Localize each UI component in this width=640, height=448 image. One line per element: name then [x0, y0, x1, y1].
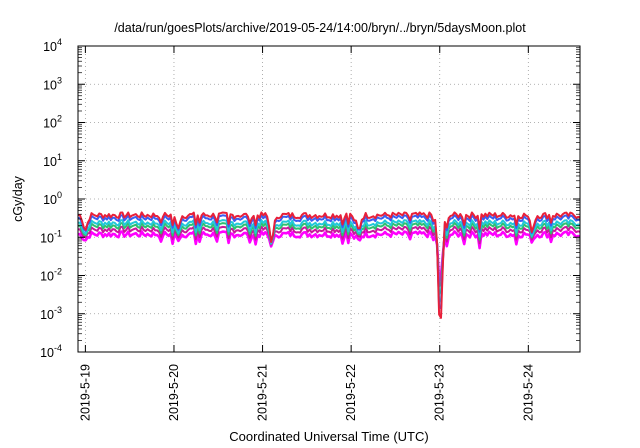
y-tick-label: 100: [43, 190, 62, 207]
y-axis-label: cGy/day: [11, 175, 25, 222]
grid: [78, 46, 580, 352]
y-tick-label: 10-1: [40, 228, 62, 245]
series-line: [77, 222, 581, 295]
x-tick-label: 2019-5-20: [167, 364, 181, 421]
x-tick-label: 2019-5-19: [78, 364, 92, 421]
series-line: [77, 230, 581, 283]
series-line: [77, 219, 581, 302]
plot-frame: [77, 45, 581, 353]
y-tick-label: 104: [43, 37, 62, 54]
series-layer: [77, 211, 581, 319]
x-tick-label: 2019-5-24: [521, 364, 535, 421]
y-tick-label: 103: [43, 75, 62, 92]
series-line: [78, 211, 581, 319]
y-tick-label: 10-3: [40, 305, 62, 322]
chart-title: /data/run/goesPlots/archive/2019-05-24/1…: [114, 21, 526, 35]
x-axis-label: Coordinated Universal Time (UTC): [229, 429, 429, 444]
series-line: [77, 214, 581, 310]
x-tick-label: 2019-5-21: [256, 364, 270, 421]
x-tick-label: 2019-5-23: [433, 364, 447, 421]
y-tick-label: 101: [43, 152, 62, 169]
y-tick-label: 102: [43, 114, 62, 131]
y-tick-label: 10-2: [40, 267, 62, 284]
series-line: [77, 225, 581, 288]
ticks: 104 103 102 101 100 10-1 10-2 10-3 10-4 2019-5-19…: [40, 37, 580, 421]
y-tick-label: 10-4: [40, 343, 62, 360]
x-tick-label: 2019-5-22: [344, 364, 358, 421]
